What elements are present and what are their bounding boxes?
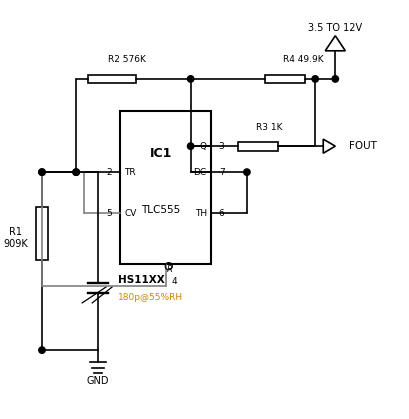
Text: IC1: IC1 bbox=[150, 147, 172, 160]
Text: 180p@55%RH: 180p@55%RH bbox=[118, 293, 184, 303]
Circle shape bbox=[73, 169, 79, 175]
FancyBboxPatch shape bbox=[238, 142, 278, 150]
Text: R2 576K: R2 576K bbox=[108, 54, 146, 64]
Text: R4 49.9K: R4 49.9K bbox=[283, 54, 324, 64]
Text: Q: Q bbox=[200, 142, 207, 151]
Text: HS11XX: HS11XX bbox=[118, 275, 165, 285]
Text: DC: DC bbox=[193, 168, 207, 177]
FancyBboxPatch shape bbox=[36, 207, 47, 260]
Text: 909K: 909K bbox=[4, 239, 28, 248]
Text: 6: 6 bbox=[219, 209, 225, 218]
FancyBboxPatch shape bbox=[265, 75, 305, 83]
Circle shape bbox=[187, 76, 194, 82]
Text: R1: R1 bbox=[9, 227, 22, 237]
Circle shape bbox=[39, 347, 45, 353]
Text: GND: GND bbox=[87, 376, 110, 386]
Text: 2: 2 bbox=[107, 168, 112, 177]
Text: CV: CV bbox=[124, 209, 137, 218]
Circle shape bbox=[39, 169, 45, 175]
Text: 5: 5 bbox=[107, 209, 112, 218]
Text: 4: 4 bbox=[171, 277, 177, 286]
Text: TH: TH bbox=[195, 209, 207, 218]
Text: R3 1K: R3 1K bbox=[256, 123, 283, 132]
Bar bbox=[120, 111, 211, 264]
Text: 3.5 TO 12V: 3.5 TO 12V bbox=[308, 23, 362, 33]
Circle shape bbox=[187, 143, 194, 150]
Circle shape bbox=[244, 169, 250, 175]
Circle shape bbox=[312, 76, 319, 82]
Text: R: R bbox=[166, 265, 172, 274]
Text: FOUT: FOUT bbox=[349, 141, 377, 151]
Circle shape bbox=[332, 76, 339, 82]
Text: TR: TR bbox=[124, 168, 136, 177]
Text: 7: 7 bbox=[219, 168, 225, 177]
Text: TLC555: TLC555 bbox=[142, 205, 181, 215]
Circle shape bbox=[73, 169, 79, 175]
Text: 3: 3 bbox=[219, 142, 225, 151]
FancyBboxPatch shape bbox=[88, 75, 137, 83]
Circle shape bbox=[39, 169, 45, 175]
